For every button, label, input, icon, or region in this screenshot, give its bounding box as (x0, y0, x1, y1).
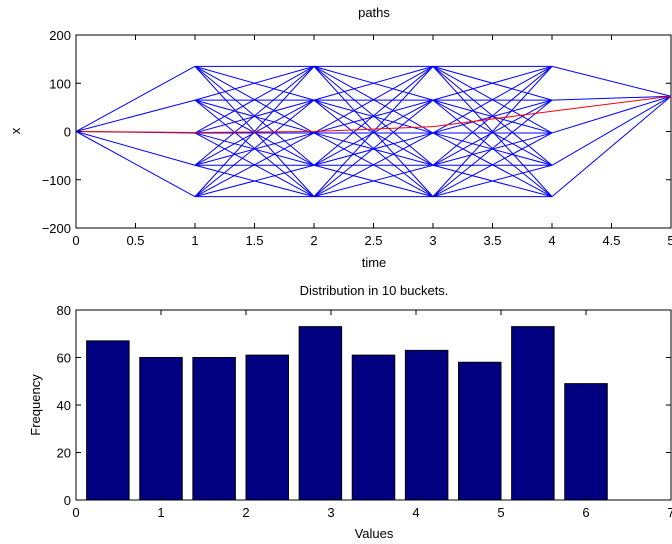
path-segment (432, 66, 553, 197)
histogram-bar (139, 357, 183, 501)
path-segment (194, 99, 315, 166)
path-segment (313, 132, 434, 198)
y-tick-label: 60 (57, 351, 71, 366)
histogram-bar (86, 340, 130, 501)
x-tick-label: 2.5 (364, 233, 382, 248)
path-segment (432, 99, 553, 134)
x-tick-label: 1 (157, 505, 164, 520)
x-tick-label: 0.5 (126, 233, 144, 248)
path-segment (313, 65, 434, 166)
path-segment (432, 65, 553, 101)
x-tick-label: 0 (72, 505, 79, 520)
distribution-ticks: 0 1 2 3 4 5 6 7 0 20 40 60 80 (57, 303, 672, 520)
path-segment (432, 164, 553, 198)
path-segment (432, 99, 553, 198)
path-segment (313, 65, 434, 101)
x-tick-label: 4.5 (602, 233, 620, 248)
histogram-bar (245, 354, 289, 501)
y-tick-label: 0 (64, 493, 71, 508)
paths-title: paths (358, 5, 390, 20)
x-tick-label: 1 (191, 233, 198, 248)
x-tick-label: 4 (548, 233, 555, 248)
path-segment (313, 164, 434, 198)
x-tick-label: 1.5 (245, 233, 263, 248)
histogram-bar (192, 357, 236, 501)
histogram-bar (458, 361, 502, 501)
path-segment (313, 65, 434, 134)
distribution-xlabel: Values (355, 526, 394, 541)
path-segment (194, 132, 315, 166)
path-segment (194, 65, 315, 166)
distribution-ylabel: Frequency (28, 374, 43, 436)
distribution-chart: Distribution in 10 buckets. 0 1 2 3 4 5 6 7 0 20 4… (28, 283, 672, 541)
path-segment (75, 131, 196, 198)
path-segment (551, 95, 672, 198)
x-tick-label: 2 (242, 505, 249, 520)
y-tick-label: 100 (49, 76, 71, 91)
distribution-bars (86, 326, 608, 501)
path-segment (432, 132, 553, 166)
path-segment (194, 65, 315, 134)
histogram-bar (564, 383, 608, 501)
histogram-bar (298, 326, 343, 501)
x-tick-label: 2 (310, 233, 317, 248)
y-tick-label: −100 (42, 173, 71, 188)
path-segment (194, 164, 315, 198)
y-tick-label: 80 (57, 303, 71, 318)
y-tick-label: 0 (64, 125, 71, 140)
path-segment (432, 65, 553, 134)
path-segment (313, 66, 434, 197)
histogram-bar (511, 326, 555, 501)
x-tick-label: 6 (582, 505, 589, 520)
path-segment (75, 99, 196, 132)
x-tick-label: 7 (667, 505, 672, 520)
x-tick-label: 5 (497, 505, 504, 520)
path-segment (432, 99, 553, 166)
paths-chart: paths 0 0.5 1 1.5 2 2.5 3 3.5 4 4.5 5 −200 −100 0 100 2… (8, 5, 672, 270)
path-segment (551, 95, 672, 101)
paths-ylabel: x (8, 127, 23, 134)
histogram-bar (351, 354, 396, 501)
paths-xlabel: time (362, 255, 387, 270)
path-segment (551, 95, 672, 166)
y-tick-label: 40 (57, 398, 71, 413)
x-tick-label: 3.5 (483, 233, 501, 248)
path-segment (313, 132, 434, 166)
x-tick-label: 4 (412, 505, 419, 520)
x-tick-label: 5 (667, 233, 672, 248)
path-segment (551, 65, 672, 97)
path-segment (313, 99, 434, 166)
distribution-title: Distribution in 10 buckets. (300, 283, 449, 298)
paths-lines (75, 65, 672, 198)
x-tick-label: 3 (429, 233, 436, 248)
highlighted-path (75, 95, 672, 133)
paths-ticks: 0 0.5 1 1.5 2 2.5 3 3.5 4 4.5 5 −200 −100 0 100 200 (42, 28, 672, 248)
path-segment (194, 132, 315, 198)
path-segment (194, 99, 315, 134)
path-segment (75, 65, 196, 132)
path-segment (75, 131, 196, 166)
x-tick-label: 0 (72, 233, 79, 248)
path-segment (313, 99, 434, 198)
histogram-bar (404, 349, 449, 501)
y-tick-label: 200 (49, 28, 71, 43)
x-tick-label: 3 (327, 505, 334, 520)
y-tick-label: −200 (42, 221, 71, 236)
path-segment (194, 65, 315, 101)
path-segment (551, 95, 672, 134)
path-segment (432, 132, 553, 198)
y-tick-label: 20 (57, 446, 71, 461)
path-segment (194, 99, 315, 198)
path-segment (432, 65, 553, 166)
